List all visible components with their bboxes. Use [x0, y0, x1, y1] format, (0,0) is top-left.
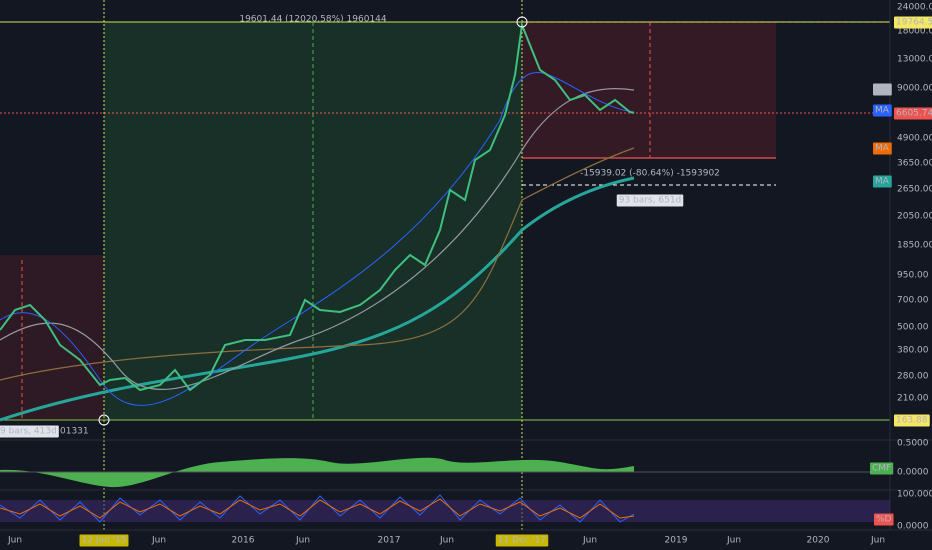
time-label: Jun [295, 536, 310, 546]
stoch-band [0, 500, 890, 522]
stoch-axis: 100.0000 [897, 490, 932, 500]
stoch-tag: %D [876, 515, 892, 525]
price-label: 950.00 [897, 271, 929, 281]
ma-tag-bg [873, 83, 892, 96]
cmf-area [0, 457, 634, 488]
price-tag-current: 6605.74 [896, 109, 932, 119]
price-label: 1850.00 [897, 241, 932, 251]
ma-tag-bg [873, 175, 892, 188]
price-label: 18000.00 [897, 27, 932, 37]
cmf-tag: CMF [872, 464, 891, 474]
time-label-hl: 11 Dec '17 [498, 536, 547, 546]
time-label: Jun [726, 536, 741, 546]
ma-long [0, 176, 635, 422]
cmf-axis: 0.0000 [897, 468, 929, 478]
time-label: 2019 [665, 536, 688, 546]
price-label: 210.00 [897, 394, 929, 404]
handle [516, 16, 528, 28]
price-tag-high: 19764.51 [896, 18, 932, 28]
cmf-tag-bg [870, 462, 894, 475]
stoch-k [0, 494, 635, 523]
time-label: Jun [870, 536, 885, 546]
ma-tag: MA [875, 144, 890, 154]
ma-tag-bg [873, 142, 892, 155]
price-line [0, 21, 635, 392]
time-label: Jun [7, 536, 22, 546]
ma-grey [0, 87, 635, 390]
ma-tag: MA [875, 85, 890, 95]
left-bars-bg [0, 425, 59, 438]
price-label: 4900.00 [897, 134, 932, 144]
price-label: 24000.00 [897, 3, 932, 13]
fall-bars-bg [616, 194, 684, 207]
price-label: 3650.00 [897, 159, 932, 169]
ma-tag-bg [873, 104, 892, 117]
time-label: Jun [151, 536, 166, 546]
time-label: 2017 [378, 536, 401, 546]
fall-range [522, 22, 776, 158]
price-label: 13000.00 [897, 55, 932, 65]
price-label: 280.00 [897, 372, 929, 382]
time-label: 2020 [807, 536, 830, 546]
price-label: 2650.00 [897, 185, 932, 195]
handle [98, 414, 110, 426]
stoch-d [0, 498, 635, 519]
time-label-hl-bg [79, 534, 129, 547]
price-label: 380.00 [897, 346, 929, 356]
ma-orange [0, 147, 635, 381]
price-label: 500.00 [897, 323, 929, 333]
rise-label: 19601.44 (12020.58%) 1960144 [239, 15, 387, 25]
ma-tag: MA [875, 106, 890, 116]
price-label: 2050.00 [897, 212, 932, 222]
left-bars: 9 bars, 413d [0, 427, 57, 437]
ma-tag: MA [875, 177, 890, 187]
time-label: Jun [582, 536, 597, 546]
ma-blue [0, 71, 635, 406]
price-label: 700.00 [897, 296, 929, 306]
price-tag-high-bg [894, 16, 932, 29]
stoch-axis: 0.0000 [897, 522, 929, 532]
time-label: Jun [439, 536, 454, 546]
time-label: 2016 [232, 536, 255, 546]
price-tag-low-bg [894, 414, 930, 427]
time-label-hl-bg [495, 534, 549, 547]
left-range [0, 255, 104, 420]
time-label-hl: 12 Jan '15 [82, 536, 127, 546]
fall-bars: 93 bars, 651d [619, 196, 682, 206]
price-label: 9000.00 [897, 84, 932, 94]
fall-label: -15939.02 (-80.64%) -1593902 [580, 169, 720, 179]
price-tag-current-bg [894, 107, 932, 120]
stoch-tag-bg [874, 513, 894, 526]
cmf-axis: 0.5000 [897, 439, 929, 449]
price-tag-low: 163.88 [896, 416, 928, 426]
left-tail: 01331 [60, 427, 89, 437]
